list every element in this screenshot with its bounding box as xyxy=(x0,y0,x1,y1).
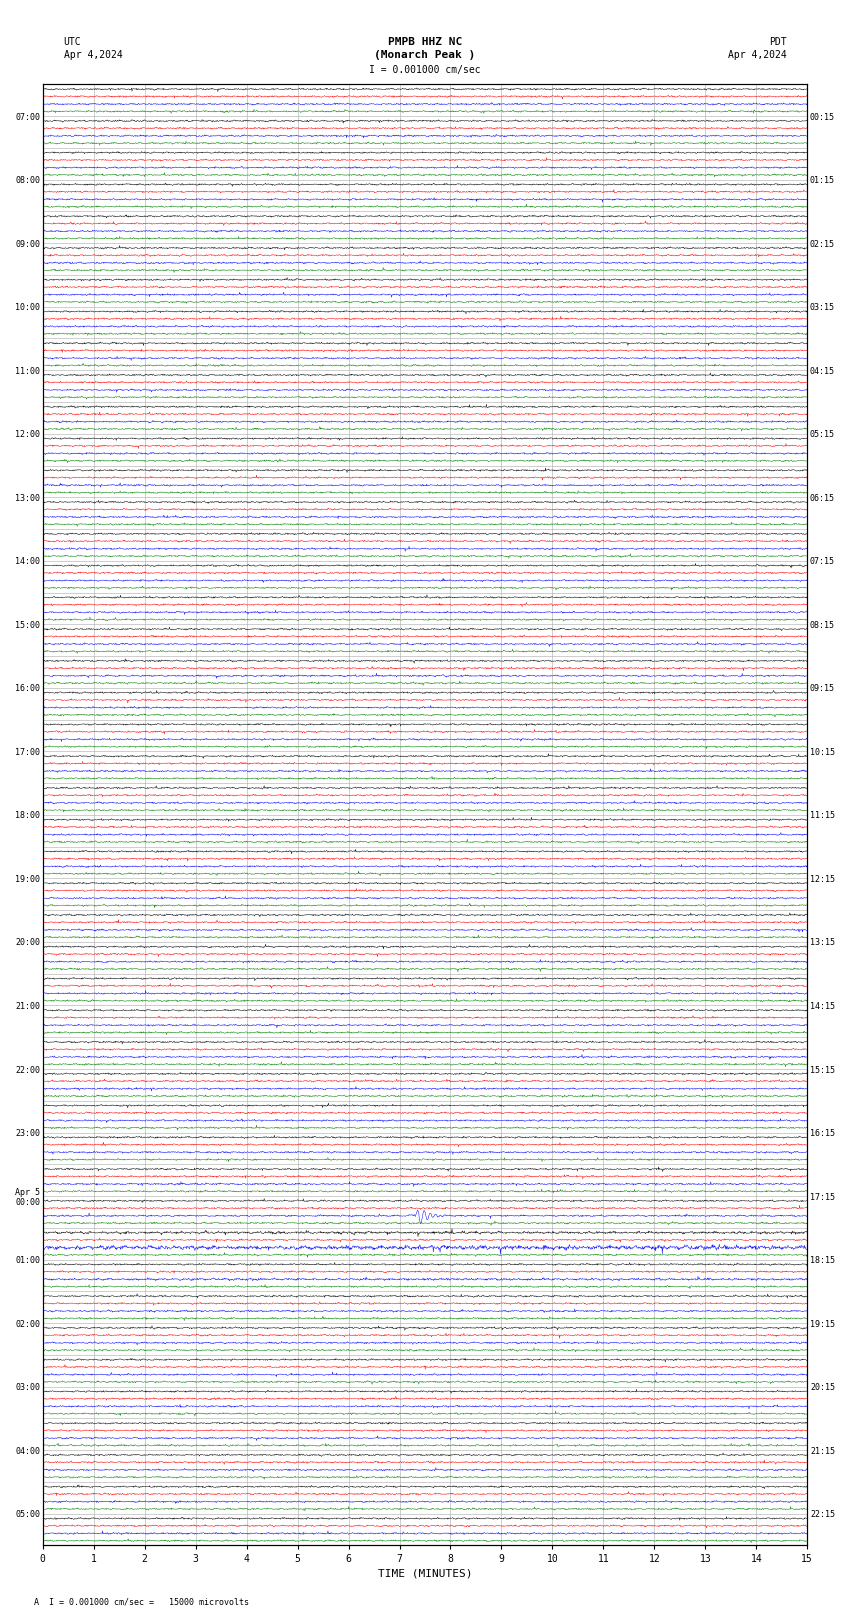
Text: PMPB HHZ NC: PMPB HHZ NC xyxy=(388,37,462,47)
Text: Apr 4,2024: Apr 4,2024 xyxy=(728,50,786,60)
Text: I = 0.001000 cm/sec: I = 0.001000 cm/sec xyxy=(369,65,481,74)
Text: (Monarch Peak ): (Monarch Peak ) xyxy=(374,50,476,60)
Text: A  I = 0.001000 cm/sec =   15000 microvolts: A I = 0.001000 cm/sec = 15000 microvolts xyxy=(34,1597,249,1607)
Text: UTC: UTC xyxy=(64,37,82,47)
Text: PDT: PDT xyxy=(768,37,786,47)
X-axis label: TIME (MINUTES): TIME (MINUTES) xyxy=(377,1569,473,1579)
Text: Apr 4,2024: Apr 4,2024 xyxy=(64,50,122,60)
